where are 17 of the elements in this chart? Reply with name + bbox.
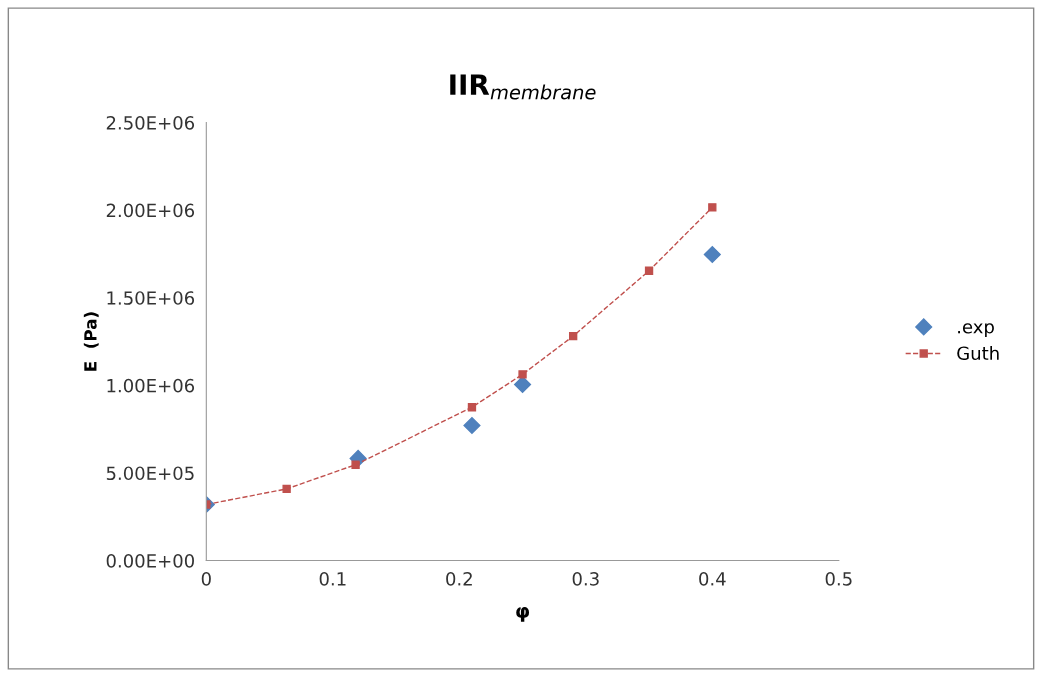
y-tick-label: 2.00E+06 [106, 203, 195, 218]
y-tick-label: 2.50E+06 [106, 116, 195, 130]
legend-label: Guth [957, 346, 999, 361]
y-tick-label: 1.50E+06 [107, 291, 195, 305]
x-axis-title: φ [516, 607, 530, 622]
chart-title: IIR$_{membrane}$ [450, 74, 596, 100]
y-tick-label: 0.00E+00 [106, 554, 194, 568]
legend-label: .exp [958, 323, 994, 338]
y-tick-label: 5.00E+05 [106, 466, 194, 481]
x-tick-label: 0.4 [699, 571, 726, 586]
y-tick-label: 1.00E+06 [107, 378, 195, 393]
x-tick-label: 0.3 [572, 571, 599, 586]
y-axis-title: E (Pa) [83, 312, 99, 371]
x-tick-label: 0.5 [825, 571, 852, 586]
x-tick-label: 0 [201, 571, 211, 586]
x-tick-label: 0.2 [446, 571, 472, 586]
x-tick-label: 0.1 [319, 571, 346, 586]
